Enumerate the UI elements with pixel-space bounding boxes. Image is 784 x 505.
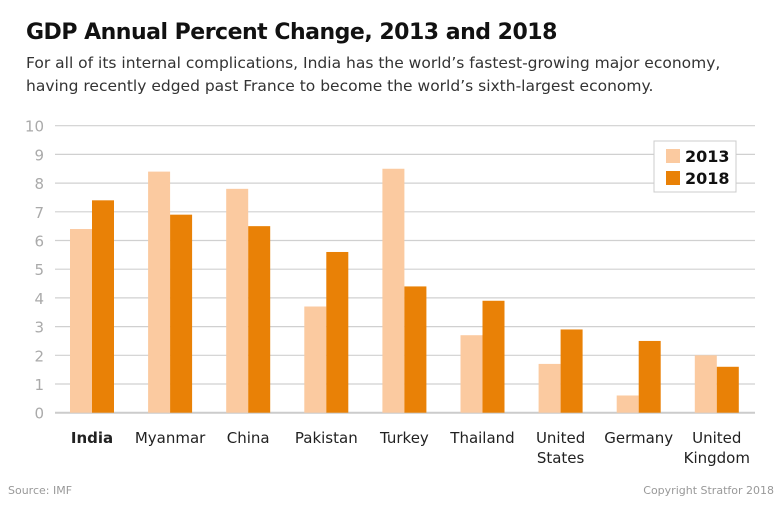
x-category-label: Myanmar	[135, 429, 206, 447]
y-tick-label: 4	[34, 290, 44, 308]
x-category-label: United	[692, 429, 741, 447]
bar-2013-myanmar	[148, 171, 171, 413]
x-category-label: Kingdom	[684, 449, 750, 467]
y-tick-label: 3	[34, 319, 44, 337]
y-tick-label: 7	[34, 204, 44, 222]
bar-2018-germany	[638, 340, 661, 413]
bar-2018-turkey	[404, 286, 427, 413]
bar-2013-turkey	[382, 168, 405, 413]
source-note: Source: IMF	[8, 484, 73, 497]
bar-2018-thailand	[482, 300, 505, 413]
bar-2018-myanmar	[170, 214, 193, 413]
chart-subtitle: For all of its internal complications, I…	[26, 54, 721, 95]
chart-title: GDP Annual Percent Change, 2013 and 2018	[26, 20, 557, 45]
bar-2018-united-kingdom	[716, 366, 739, 413]
bar-2013-thailand	[460, 335, 483, 413]
bar-2018-pakistan	[326, 251, 349, 413]
bar-2018-united-states	[560, 329, 583, 413]
bar-2013-united-kingdom	[694, 355, 717, 413]
y-tick-label: 6	[34, 233, 44, 251]
bar-2013-pakistan	[304, 306, 327, 413]
x-category-label: Turkey	[379, 429, 429, 447]
x-category-label: India	[71, 429, 113, 447]
x-category-label: China	[227, 429, 270, 447]
y-tick-label: 2	[34, 347, 44, 365]
bar-2013-united-states	[538, 363, 561, 413]
legend-label-2018: 2018	[685, 169, 730, 188]
legend-swatch-2018	[666, 171, 680, 185]
x-category-label: United	[536, 429, 585, 447]
y-tick-label: 8	[34, 175, 44, 193]
copyright-note: Copyright Stratfor 2018	[643, 484, 774, 497]
x-category-label: Germany	[604, 429, 673, 447]
y-tick-label: 10	[25, 118, 44, 136]
bar-2013-germany	[616, 395, 639, 413]
legend-swatch-2013	[666, 149, 680, 163]
y-tick-label: 1	[34, 376, 44, 394]
x-category-label: Thailand	[449, 429, 514, 447]
y-tick-label: 0	[34, 405, 44, 423]
y-tick-label: 9	[34, 146, 44, 164]
bar-2018-china	[248, 226, 271, 413]
y-tick-label: 5	[34, 261, 44, 279]
x-category-label: Pakistan	[295, 429, 358, 447]
x-category-label: States	[537, 449, 585, 467]
bar-2013-china	[226, 188, 249, 413]
legend-label-2013: 2013	[685, 147, 730, 166]
bar-2018-india	[92, 200, 114, 413]
bar-2013-india	[70, 229, 92, 413]
